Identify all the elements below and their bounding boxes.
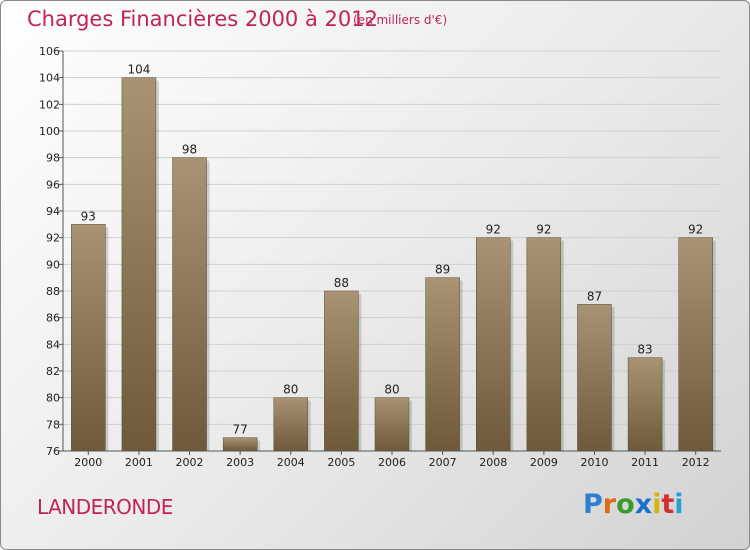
bar-2000 [71, 224, 106, 452]
y-tick-label: 100 [39, 125, 60, 138]
value-label: 92 [536, 223, 551, 237]
y-tick-label: 80 [46, 392, 60, 405]
value-label: 92 [688, 223, 703, 237]
logo-letter: x [634, 489, 653, 520]
bar-2004 [273, 397, 309, 452]
bar-2006 [374, 397, 410, 452]
value-label: 92 [486, 223, 501, 237]
y-tick-label: 82 [46, 365, 60, 378]
bar-2009 [526, 237, 562, 452]
y-tick-label: 102 [39, 98, 60, 111]
chart-title: Charges Financières 2000 à 2012 [27, 7, 378, 31]
x-tick-label: 2012 [682, 456, 710, 469]
y-tick-label: 96 [46, 178, 60, 191]
y-tick-label: 76 [46, 445, 60, 458]
x-tick-label: 2004 [277, 456, 305, 469]
x-tick-label: 2003 [226, 456, 254, 469]
logo-letter: i [674, 489, 684, 520]
bar-2010 [577, 304, 612, 452]
y-tick-label: 98 [46, 152, 60, 165]
bar-2002 [172, 157, 207, 452]
y-tick-label: 84 [46, 338, 60, 351]
bar-2008 [475, 237, 511, 452]
y-tick-label: 92 [46, 232, 60, 245]
bar-2003 [222, 437, 258, 452]
y-tick-label: 94 [46, 205, 60, 218]
labels: 93 2000 104 2001 98 2002 77 2003 80 2004 88 2005 80 2… [74, 63, 709, 469]
value-label: 77 [233, 423, 248, 437]
x-tick-label: 2000 [74, 456, 102, 469]
value-label: 83 [637, 343, 652, 357]
bar-2001 [121, 77, 157, 452]
logo-letter: r [602, 489, 617, 520]
value-label: 80 [384, 383, 399, 397]
chart-subtitle: (en milliers d'€) [353, 13, 448, 27]
value-label: 80 [283, 383, 298, 397]
axes: 76 78 80 82 84 86 88 90 92 94 96 98 100 102 104 106 [39, 45, 721, 458]
x-tick-label: 2010 [580, 456, 608, 469]
x-tick-label: 2007 [429, 456, 457, 469]
bar-2011 [627, 357, 663, 452]
bars [71, 77, 716, 452]
value-label: 88 [334, 276, 349, 290]
logo-letter: o [616, 489, 635, 520]
value-label: 89 [435, 263, 450, 277]
bar-2007 [425, 277, 460, 452]
proxiti-logo[interactable]: Proxiti [583, 489, 684, 520]
value-label: 87 [587, 289, 602, 303]
x-tick-label: 2002 [176, 456, 204, 469]
y-tick-label: 78 [46, 418, 60, 431]
y-tick-label: 86 [46, 312, 60, 325]
bar-2012 [678, 237, 713, 452]
y-tick-label: 104 [39, 72, 60, 85]
bar-2005 [324, 290, 359, 452]
commune-name: LANDERONDE [37, 495, 173, 519]
y-tick-label: 88 [46, 285, 60, 298]
x-tick-label: 2006 [378, 456, 406, 469]
y-tick-label: 106 [39, 45, 60, 58]
x-tick-label: 2011 [631, 456, 659, 469]
value-label: 104 [127, 63, 150, 77]
x-tick-label: 2009 [530, 456, 558, 469]
x-tick-label: 2008 [479, 456, 507, 469]
x-tick-label: 2001 [125, 456, 153, 469]
y-tick-label: 90 [46, 258, 60, 271]
logo-letter: i [652, 489, 662, 520]
value-label: 93 [81, 209, 96, 223]
logo-letter: P [583, 489, 603, 520]
value-label: 98 [182, 143, 197, 157]
logo-letter: t [661, 489, 675, 520]
x-tick-label: 2005 [327, 456, 355, 469]
